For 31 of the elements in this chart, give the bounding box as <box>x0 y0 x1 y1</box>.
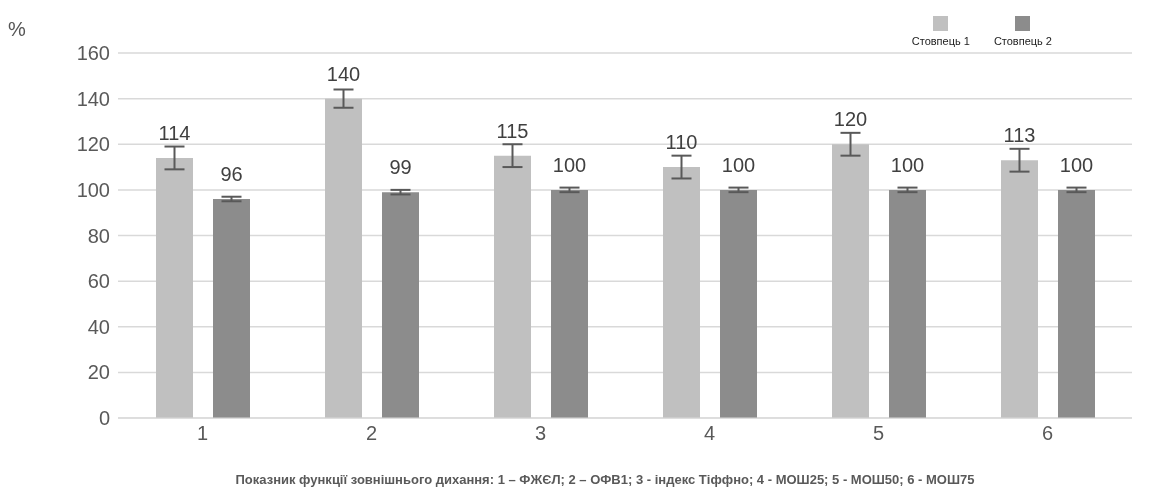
data-label: 110 <box>665 131 698 154</box>
y-tick-label: 120 <box>76 133 110 156</box>
y-tick-label: 60 <box>87 270 110 293</box>
x-tick-label: 5 <box>872 422 885 445</box>
data-label: 100 <box>890 153 925 176</box>
data-label: 140 <box>326 62 361 85</box>
y-axis-title: % <box>8 18 26 41</box>
data-label: 120 <box>833 108 868 131</box>
data-label: 100 <box>552 153 587 176</box>
data-label: 100 <box>1059 153 1094 176</box>
x-tick-label: 3 <box>534 422 547 445</box>
x-axis-title: Показник функції зовнішнього дихання: 1 – ФЖЄЛ; 2 – ОФВ1; 3 - індекс Тіффно; 4 - МОШ25; 5 - МОШ50; 6 - МОШ75 <box>234 472 976 487</box>
x-tick-label: 4 <box>703 422 716 445</box>
data-label: 100 <box>721 153 756 176</box>
x-tick-label: 1 <box>196 422 209 445</box>
x-tick-label: 6 <box>1041 422 1054 445</box>
data-label: 115 <box>496 119 529 142</box>
y-tick-label: 80 <box>87 224 110 247</box>
y-tick-label: 20 <box>87 361 110 384</box>
data-label: 113 <box>1003 124 1036 147</box>
y-tick-label: 140 <box>76 87 110 110</box>
legend-label: Стовпець 1 <box>911 35 970 47</box>
data-label: 96 <box>220 163 243 185</box>
y-tick-label: 100 <box>76 178 110 201</box>
y-tick-label: 160 <box>76 42 110 65</box>
data-label: 114 <box>158 121 191 144</box>
y-tick-label: 0 <box>98 407 110 430</box>
x-tick-label: 2 <box>365 422 378 445</box>
data-label: 99 <box>389 156 412 179</box>
legend-label: Стовпець 2 <box>993 35 1052 47</box>
y-tick-label: 40 <box>87 315 110 338</box>
